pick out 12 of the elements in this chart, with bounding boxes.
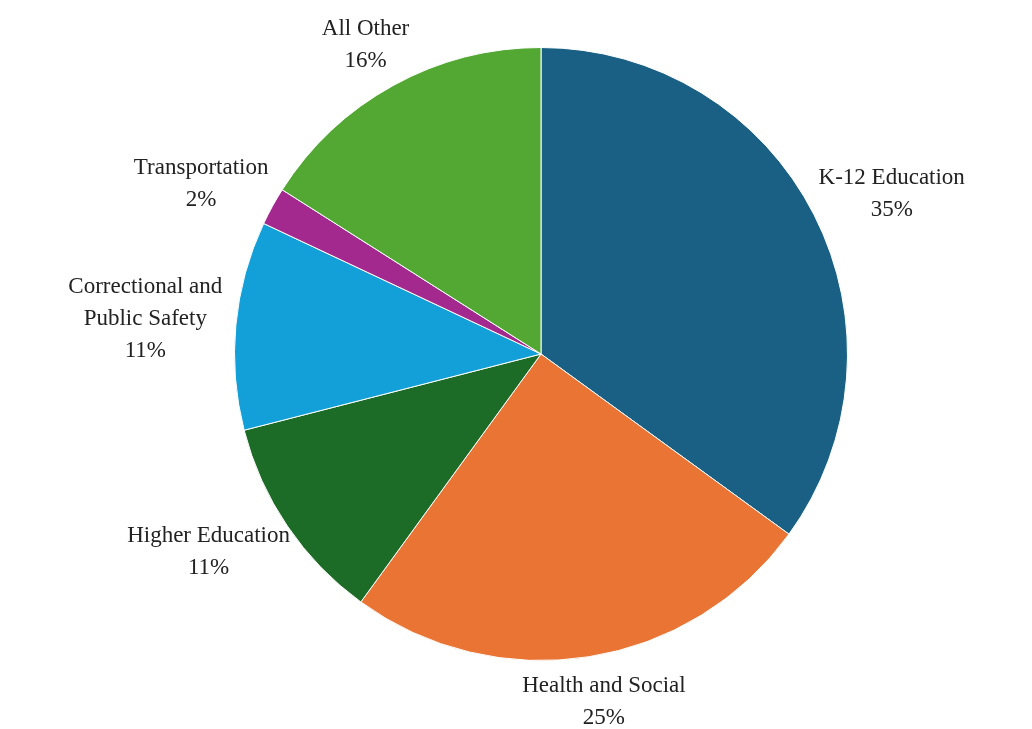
slice-label: All Other xyxy=(321,15,410,41)
data-label: 11% xyxy=(124,337,166,363)
slice-label: Higher Education xyxy=(127,522,291,548)
data-label: 25% xyxy=(582,704,626,729)
data-label: 11% xyxy=(187,554,230,580)
slice-label: K-12 Education xyxy=(818,164,966,190)
slice-label: Health and Social xyxy=(522,672,686,698)
data-label: 2% xyxy=(185,186,217,212)
data-label: 35% xyxy=(870,196,913,222)
data-label: 16% xyxy=(344,47,387,73)
slice-label: Transportation xyxy=(133,154,269,180)
slice-label: Correctional and Public Safety xyxy=(68,273,223,331)
